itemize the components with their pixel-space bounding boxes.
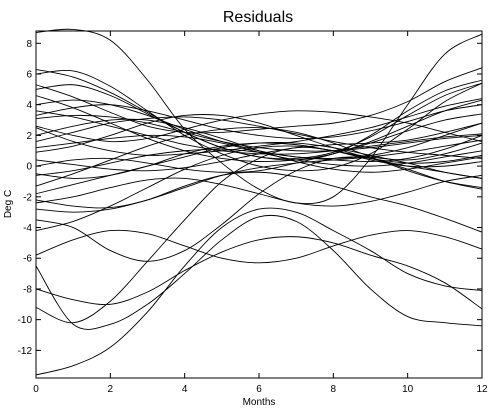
y-tick-label: 6 — [26, 69, 32, 80]
chart-title: Residuals — [223, 9, 293, 26]
series-line-27 — [35, 114, 483, 179]
series-line-22 — [35, 67, 483, 134]
series-line-3 — [35, 214, 483, 330]
series-line-16 — [35, 98, 483, 156]
y-axis-label: Deg C — [3, 190, 14, 218]
y-tick-label: 8 — [26, 39, 32, 50]
x-axis: 0 2 4 6 8 10 12 — [33, 31, 488, 395]
x-tick-label: 12 — [476, 384, 488, 395]
y-tick-label: -4 — [23, 223, 32, 234]
series-line-10 — [35, 127, 483, 189]
series-line-29 — [35, 134, 483, 176]
y-tick-label: 0 — [26, 162, 32, 173]
x-tick-label: 4 — [182, 384, 188, 395]
y-tick-label: 4 — [26, 100, 32, 111]
series-line-4 — [35, 146, 483, 324]
series-line-2 — [35, 207, 483, 376]
series-line-25 — [35, 110, 483, 143]
x-axis-label: Months — [243, 397, 276, 408]
y-axis: -12 -10 -8 -6 -4 -2 0 2 4 6 8 — [18, 39, 482, 357]
x-tick-label: 6 — [256, 384, 262, 395]
y-tick-label: -8 — [23, 284, 32, 295]
y-tick-label: 2 — [26, 131, 32, 142]
y-tick-label: -12 — [18, 346, 33, 357]
series-line-18 — [35, 110, 483, 155]
series-line-31 — [35, 104, 483, 139]
y-tick-label: -6 — [23, 254, 32, 265]
series-line-30 — [35, 145, 483, 232]
series-line-12 — [35, 113, 483, 173]
x-tick-label: 10 — [402, 384, 414, 395]
series-line-8 — [35, 171, 483, 233]
plot-frame — [35, 30, 483, 379]
series-line-23 — [35, 69, 483, 172]
y-tick-label: -2 — [23, 192, 32, 203]
y-tick-label: -10 — [18, 315, 33, 326]
x-tick-label: 2 — [108, 384, 114, 395]
x-tick-label: 8 — [331, 384, 337, 395]
series-line-5 — [35, 236, 483, 310]
x-tick-label: 0 — [33, 384, 39, 395]
series-line-1 — [35, 28, 483, 205]
series-line-24 — [35, 68, 483, 161]
series-group — [35, 28, 483, 376]
series-line-6 — [35, 229, 483, 264]
series-line-11 — [35, 142, 483, 179]
series-line-32 — [35, 174, 483, 207]
series-line-28 — [35, 139, 483, 213]
